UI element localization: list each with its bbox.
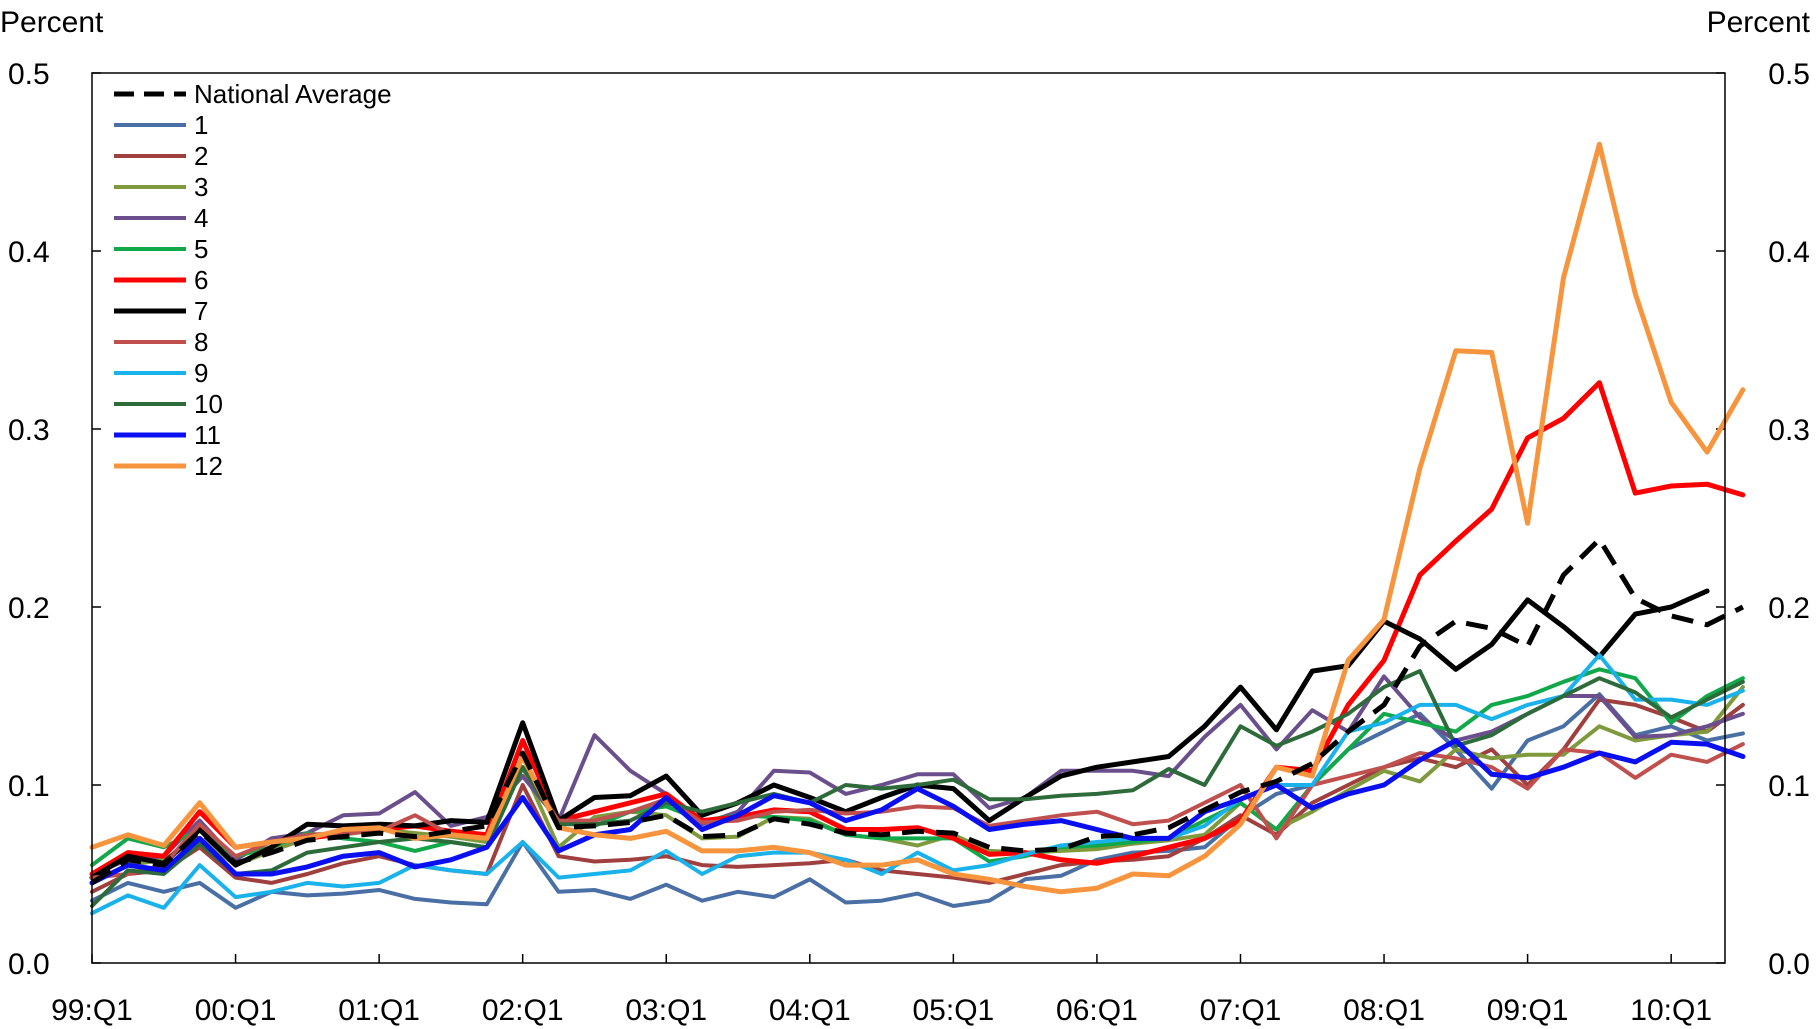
series-line-national-average: [90, 536, 1745, 886]
legend-label: 5: [194, 234, 208, 264]
y-tick-label-right: 0.5: [1768, 58, 1810, 91]
x-tick-label: 05:Q1: [912, 994, 994, 1027]
x-tick-label: 02:Q1: [482, 994, 564, 1027]
legend-label: 1: [194, 110, 208, 140]
y-tick-label-left: 0.3: [8, 414, 50, 447]
x-tick-label: 99:Q1: [51, 994, 133, 1027]
series-line-6: [89, 380, 1746, 877]
legend-label: 8: [194, 327, 208, 357]
right-y-ticks: 0.0 0.1 0.2 0.3 0.4 0.5: [1716, 58, 1810, 981]
y-tick-label-left: 0.5: [8, 58, 50, 91]
y-tick-label-left: 0.4: [8, 236, 50, 269]
y-tick-label-right: 0.1: [1768, 770, 1810, 803]
y-tick-label-left: 0.0: [8, 948, 50, 981]
x-tick-label: 10:Q1: [1630, 994, 1712, 1027]
y-tick-label-right: 0.2: [1768, 592, 1810, 625]
left-axis-label: Percent: [0, 6, 104, 39]
y-tick-label-right: 0.3: [1768, 414, 1810, 447]
series-line-7: [89, 588, 1710, 881]
x-tick-label: 09:Q1: [1487, 994, 1569, 1027]
legend-label: 10: [194, 389, 223, 419]
x-tick-label: 03:Q1: [625, 994, 707, 1027]
y-tick-label-left: 0.2: [8, 592, 50, 625]
legend-label: 9: [194, 358, 208, 388]
legend-label: 12: [194, 451, 223, 481]
legend-label: 7: [194, 296, 208, 326]
x-axis-ticks: 99:Q1 00:Q1 01:Q1 02:Q1 03:Q1 04:Q1 05:Q1 06:Q1…: [51, 954, 1712, 1027]
legend-label: 4: [194, 203, 208, 233]
y-tick-label-right: 0.4: [1768, 236, 1810, 269]
legend-label: 3: [194, 172, 208, 202]
series-line-4: [90, 674, 1745, 876]
left-y-ticks: 0.0 0.1 0.2 0.3 0.4 0.5: [8, 58, 101, 981]
x-tick-label: 00:Q1: [195, 994, 277, 1027]
legend-label: 11: [194, 420, 221, 450]
x-tick-label: 06:Q1: [1056, 994, 1138, 1027]
right-axis-label: Percent: [1707, 6, 1811, 39]
legend-label: National Average: [194, 79, 392, 109]
plot-frame: [91, 72, 1726, 964]
x-tick-label: 08:Q1: [1343, 994, 1425, 1027]
series-line-10: [90, 669, 1745, 908]
series-line-12: [89, 141, 1746, 895]
series-line-5: [90, 667, 1745, 868]
x-tick-label: 07:Q1: [1200, 994, 1282, 1027]
x-tick-label: 01:Q1: [338, 994, 420, 1027]
y-tick-label-left: 0.1: [8, 770, 50, 803]
series-line-11: [89, 738, 1746, 886]
legend-label: 6: [194, 265, 208, 295]
series-line-9: [90, 653, 1745, 916]
x-tick-label: 04:Q1: [769, 994, 851, 1027]
series-lines: [89, 141, 1746, 916]
legend-label: 2: [194, 141, 208, 171]
y-tick-label-right: 0.0: [1768, 948, 1810, 981]
